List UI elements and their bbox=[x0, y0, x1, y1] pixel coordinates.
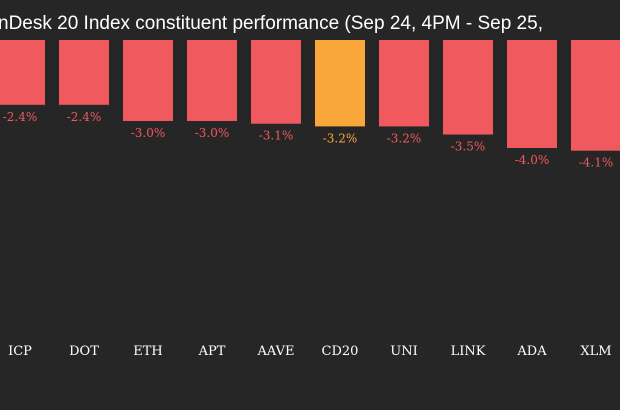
bar bbox=[251, 40, 301, 124]
x-tick-label: DOT bbox=[69, 344, 99, 359]
value-label: -3.1% bbox=[259, 129, 294, 143]
x-tick-label: XLM bbox=[580, 344, 611, 359]
value-label: -3.2% bbox=[387, 131, 422, 145]
x-tick-label: CD20 bbox=[322, 344, 359, 359]
value-label: -3.2% bbox=[323, 131, 358, 145]
bar bbox=[0, 40, 45, 105]
x-tick-label: ADA bbox=[516, 344, 547, 359]
x-tick-label: APT bbox=[198, 344, 226, 359]
value-label: -3.0% bbox=[131, 126, 166, 140]
x-tick-label: AAVE bbox=[256, 344, 294, 359]
value-label: -3.0% bbox=[195, 126, 230, 140]
value-label: -2.4% bbox=[67, 110, 102, 124]
x-tick-label: LINK bbox=[451, 344, 486, 359]
value-label: -2.4% bbox=[3, 110, 38, 124]
bar bbox=[507, 40, 557, 148]
bar bbox=[379, 40, 429, 127]
value-label: -4.1% bbox=[579, 156, 614, 170]
bar bbox=[187, 40, 237, 121]
x-tick-label: ETH bbox=[133, 344, 163, 359]
bar bbox=[123, 40, 173, 121]
bar bbox=[571, 40, 620, 151]
chart-title: nDesk 20 Index constituent performance (… bbox=[0, 13, 543, 34]
bar bbox=[315, 40, 365, 127]
x-tick-label: UNI bbox=[390, 344, 417, 359]
value-label: -3.5% bbox=[451, 140, 486, 154]
bar bbox=[59, 40, 109, 105]
x-tick-label: ICP bbox=[8, 344, 32, 359]
bar bbox=[443, 40, 493, 135]
value-label: -4.0% bbox=[515, 153, 550, 167]
